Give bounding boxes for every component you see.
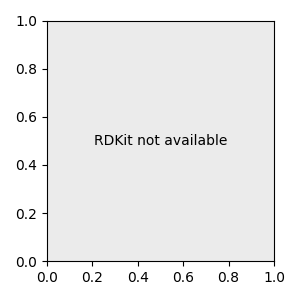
Text: RDKit not available: RDKit not available	[94, 134, 227, 148]
